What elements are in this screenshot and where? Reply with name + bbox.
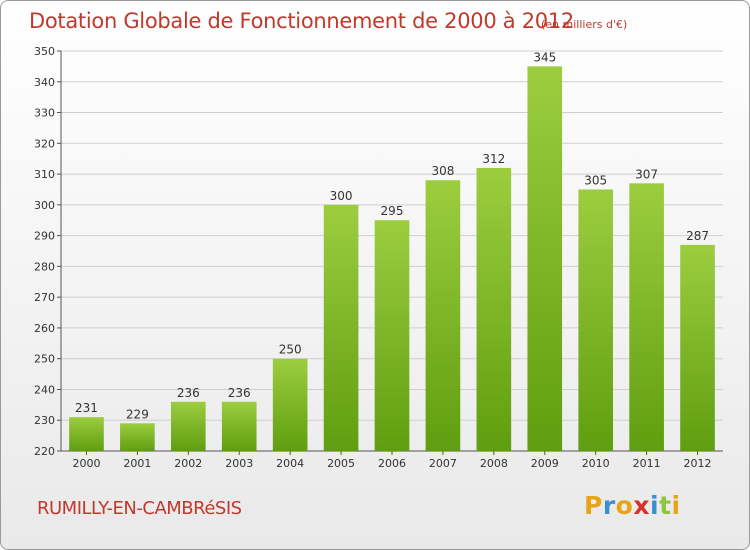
unit-label: (en milliers d'€) bbox=[541, 18, 628, 31]
logo-letter: i bbox=[671, 491, 681, 520]
x-tick-label: 2006 bbox=[378, 457, 406, 470]
y-tick-label: 310 bbox=[34, 168, 55, 181]
y-tick-label: 300 bbox=[34, 199, 55, 212]
bar-2003 bbox=[221, 401, 257, 451]
data-label: 229 bbox=[126, 407, 149, 421]
data-label: 287 bbox=[686, 229, 709, 243]
y-tick-label: 230 bbox=[34, 414, 55, 427]
logo-letter: i bbox=[650, 491, 660, 520]
x-tick-label: 2005 bbox=[327, 457, 355, 470]
data-label: 295 bbox=[381, 204, 404, 218]
data-label: 236 bbox=[228, 386, 251, 400]
data-label: 312 bbox=[482, 152, 505, 166]
bar-2004 bbox=[272, 358, 308, 451]
bar-2007 bbox=[425, 180, 461, 451]
logo-letter: P bbox=[584, 491, 603, 520]
bar-2001 bbox=[120, 423, 155, 451]
data-label: 308 bbox=[431, 164, 454, 178]
bar-2010 bbox=[578, 189, 614, 451]
x-tick-label: 2007 bbox=[429, 457, 457, 470]
y-tick-label: 320 bbox=[34, 137, 55, 150]
x-tick-label: 2001 bbox=[123, 457, 151, 470]
x-tick-label: 2012 bbox=[684, 457, 712, 470]
bar-2000 bbox=[69, 417, 104, 451]
x-tick-label: 2000 bbox=[72, 457, 100, 470]
data-label: 305 bbox=[584, 173, 607, 187]
data-label: 231 bbox=[75, 401, 98, 415]
bar-2009 bbox=[527, 66, 563, 451]
x-tick-label: 2009 bbox=[531, 457, 559, 470]
data-label: 307 bbox=[635, 167, 658, 181]
proxiti-logo: Proxiti bbox=[584, 491, 681, 520]
x-tick-label: 2008 bbox=[480, 457, 508, 470]
y-tick-label: 350 bbox=[34, 45, 55, 58]
y-tick-label: 240 bbox=[34, 383, 55, 396]
x-tick-label: 2011 bbox=[633, 457, 661, 470]
y-tick-label: 280 bbox=[34, 260, 55, 273]
y-tick-label: 290 bbox=[34, 230, 55, 243]
y-tick-label: 270 bbox=[34, 291, 55, 304]
x-tick-label: 2002 bbox=[174, 457, 202, 470]
bar-2012 bbox=[680, 244, 715, 451]
bar-2005 bbox=[323, 204, 359, 451]
x-tick-label: 2003 bbox=[225, 457, 253, 470]
data-label: 345 bbox=[533, 50, 556, 64]
logo-letter: r bbox=[602, 491, 616, 520]
y-tick-label: 340 bbox=[34, 76, 55, 89]
logo-letter: x bbox=[633, 491, 650, 520]
data-label: 236 bbox=[177, 386, 200, 400]
bar-2011 bbox=[629, 183, 664, 452]
y-tick-label: 260 bbox=[34, 322, 55, 335]
bars bbox=[69, 66, 715, 452]
x-tick-label: 2010 bbox=[582, 457, 610, 470]
labels: 220 230 240 250 260 270 280 290 300 310 320 330 340 3… bbox=[34, 45, 712, 470]
bar-2008 bbox=[476, 167, 512, 451]
bar-2006 bbox=[374, 220, 410, 451]
chart-title: Dotation Globale de Fonctionnement de 20… bbox=[29, 9, 574, 33]
y-tick-label: 250 bbox=[34, 353, 55, 366]
bar-2002 bbox=[170, 401, 206, 451]
logo-letter: o bbox=[615, 491, 634, 520]
y-tick-label: 330 bbox=[34, 107, 55, 120]
commune-name: RUMILLY-EN-CAMBRéSIS bbox=[37, 498, 242, 519]
x-tick-label: 2004 bbox=[276, 457, 304, 470]
data-label: 250 bbox=[279, 343, 302, 357]
y-tick-label: 220 bbox=[34, 445, 55, 458]
logo-letter: t bbox=[659, 491, 672, 520]
data-label: 300 bbox=[330, 189, 353, 203]
